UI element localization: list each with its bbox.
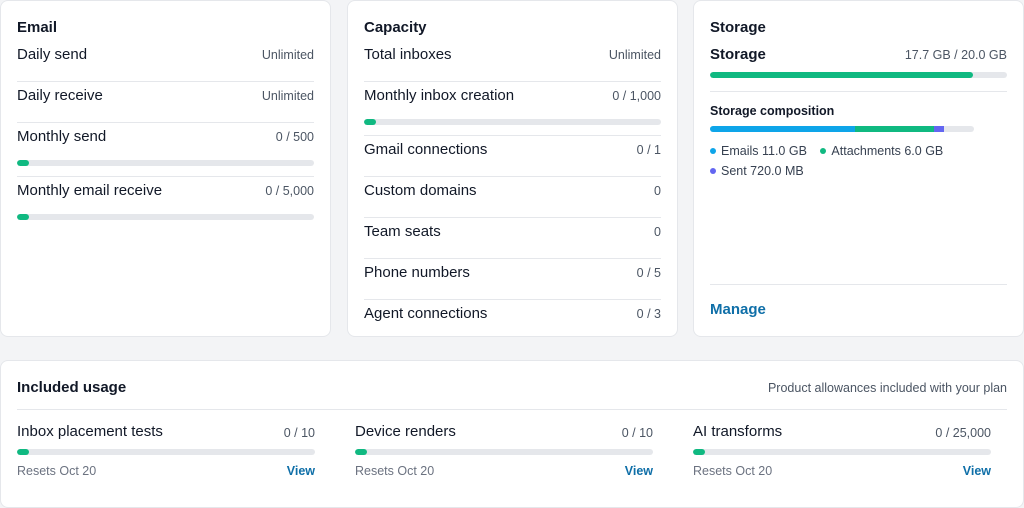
row-value: 0 / 1,000 xyxy=(612,89,661,103)
item-value: 0 / 10 xyxy=(283,426,315,440)
storage-value: 17.7 GB / 20.0 GB xyxy=(904,48,1007,62)
row-label: Daily send xyxy=(17,46,88,63)
view-link[interactable]: View xyxy=(624,464,653,478)
usage-row-agent-connections: Agent connections 0 / 3 xyxy=(364,300,661,340)
legend-label: Emails 11.0 GB xyxy=(721,144,807,158)
item-label: AI transforms xyxy=(693,423,783,440)
composition-segment-attachments xyxy=(855,126,935,132)
progress-fill xyxy=(693,449,705,455)
row-value: Unlimited xyxy=(608,48,661,62)
legend-dot xyxy=(710,147,716,154)
storage-progress-track xyxy=(710,72,1007,78)
progress-fill xyxy=(355,449,367,455)
row-label: Monthly inbox creation xyxy=(364,87,515,104)
capacity-card-title: Capacity xyxy=(364,19,427,36)
legend-label: Attachments 6.0 GB xyxy=(831,144,944,158)
storage-usage-row: Storage 17.7 GB / 20.0 GB xyxy=(710,41,1007,92)
row-value: 0 / 1 xyxy=(636,143,661,157)
reset-date: Resets Oct 20 xyxy=(355,464,435,478)
item-label: Device renders xyxy=(355,423,456,440)
included-usage-subtitle: Product allowances included with your pl… xyxy=(767,381,1007,395)
row-value: 0 / 5 xyxy=(636,266,661,280)
legend-item-emails: Emails 11.0 GB xyxy=(710,141,807,161)
usage-row-gmail-connections: Gmail connections 0 / 1 xyxy=(364,136,661,177)
progress-track xyxy=(355,449,653,455)
included-item-device-renders: Device renders 0 / 10 Resets Oct 20 View xyxy=(355,423,653,493)
reset-date: Resets Oct 20 xyxy=(17,464,97,478)
legend-dot xyxy=(820,147,827,154)
usage-row-phone-numbers: Phone numbers 0 / 5 xyxy=(364,259,661,300)
storage-composition-title: Storage composition xyxy=(710,104,835,118)
legend-label: Sent 720.0 MB xyxy=(721,164,804,178)
usage-row-total-inboxes: Total inboxes Unlimited xyxy=(364,41,661,82)
progress-fill xyxy=(17,449,29,455)
row-value: 0 xyxy=(654,184,661,198)
usage-row-monthly-email-receive: Monthly email receive 0 / 5,000 xyxy=(17,177,314,230)
row-value: 0 / 500 xyxy=(275,130,314,144)
progress-track xyxy=(17,214,314,220)
usage-row-daily-receive: Daily receive Unlimited xyxy=(17,82,314,123)
included-usage-title: Included usage xyxy=(17,379,127,396)
progress-track xyxy=(17,449,315,455)
storage-progress-fill xyxy=(710,72,973,78)
composition-segment-sent xyxy=(934,126,944,132)
progress-track xyxy=(693,449,991,455)
row-label: Monthly send xyxy=(17,128,107,145)
included-item-inbox-placement-tests: Inbox placement tests 0 / 10 Resets Oct … xyxy=(17,423,315,493)
row-label: Custom domains xyxy=(364,182,477,199)
progress-track xyxy=(17,160,314,166)
row-value: 0 / 3 xyxy=(636,307,661,321)
row-value: 0 xyxy=(654,225,661,239)
storage-composition-bar xyxy=(710,126,974,132)
storage-card: Storage Storage 17.7 GB / 20.0 GB Storag… xyxy=(693,0,1024,337)
legend-item-sent: Sent 720.0 MB xyxy=(710,161,804,181)
row-value: 0 / 5,000 xyxy=(265,184,314,198)
item-value: 0 / 10 xyxy=(621,426,653,440)
divider xyxy=(17,409,1007,410)
row-label: Daily receive xyxy=(17,87,103,104)
email-card: Email Daily send Unlimited Daily receive… xyxy=(0,0,331,337)
row-label: Team seats xyxy=(364,223,441,240)
storage-composition-legend: Emails 11.0 GB Attachments 6.0 GB Sent 7… xyxy=(710,141,970,181)
storage-card-title: Storage xyxy=(710,19,766,36)
view-link[interactable]: View xyxy=(962,464,991,478)
usage-row-custom-domains: Custom domains 0 xyxy=(364,177,661,218)
usage-row-daily-send: Daily send Unlimited xyxy=(17,41,314,82)
row-label: Total inboxes xyxy=(364,46,452,63)
usage-row-monthly-inbox-creation: Monthly inbox creation 0 / 1,000 xyxy=(364,82,661,136)
usage-row-monthly-send: Monthly send 0 / 500 xyxy=(17,123,314,177)
included-usage-card: Included usage Product allowances includ… xyxy=(0,360,1024,508)
included-item-ai-transforms: AI transforms 0 / 25,000 Resets Oct 20 V… xyxy=(693,423,991,493)
progress-fill xyxy=(364,119,376,125)
manage-storage-link[interactable]: Manage xyxy=(710,301,766,318)
capacity-card: Capacity Total inboxes Unlimited Monthly… xyxy=(347,0,678,337)
email-card-title: Email xyxy=(17,19,58,36)
row-value: Unlimited xyxy=(261,48,314,62)
item-value: 0 / 25,000 xyxy=(935,426,991,440)
view-link[interactable]: View xyxy=(286,464,315,478)
progress-fill xyxy=(17,160,29,166)
storage-label: Storage xyxy=(710,46,766,63)
usage-row-team-seats: Team seats 0 xyxy=(364,218,661,259)
row-label: Gmail connections xyxy=(364,141,488,158)
row-label: Phone numbers xyxy=(364,264,470,281)
legend-dot xyxy=(710,167,716,174)
row-label: Monthly email receive xyxy=(17,182,163,199)
divider xyxy=(710,284,1007,285)
row-label: Agent connections xyxy=(364,305,488,322)
reset-date: Resets Oct 20 xyxy=(693,464,773,478)
composition-segment-emails xyxy=(710,126,856,132)
progress-fill xyxy=(17,214,29,220)
legend-item-attachments: Attachments 6.0 GB xyxy=(820,141,943,161)
row-value: Unlimited xyxy=(261,89,314,103)
item-label: Inbox placement tests xyxy=(17,423,163,440)
progress-track xyxy=(364,119,661,125)
